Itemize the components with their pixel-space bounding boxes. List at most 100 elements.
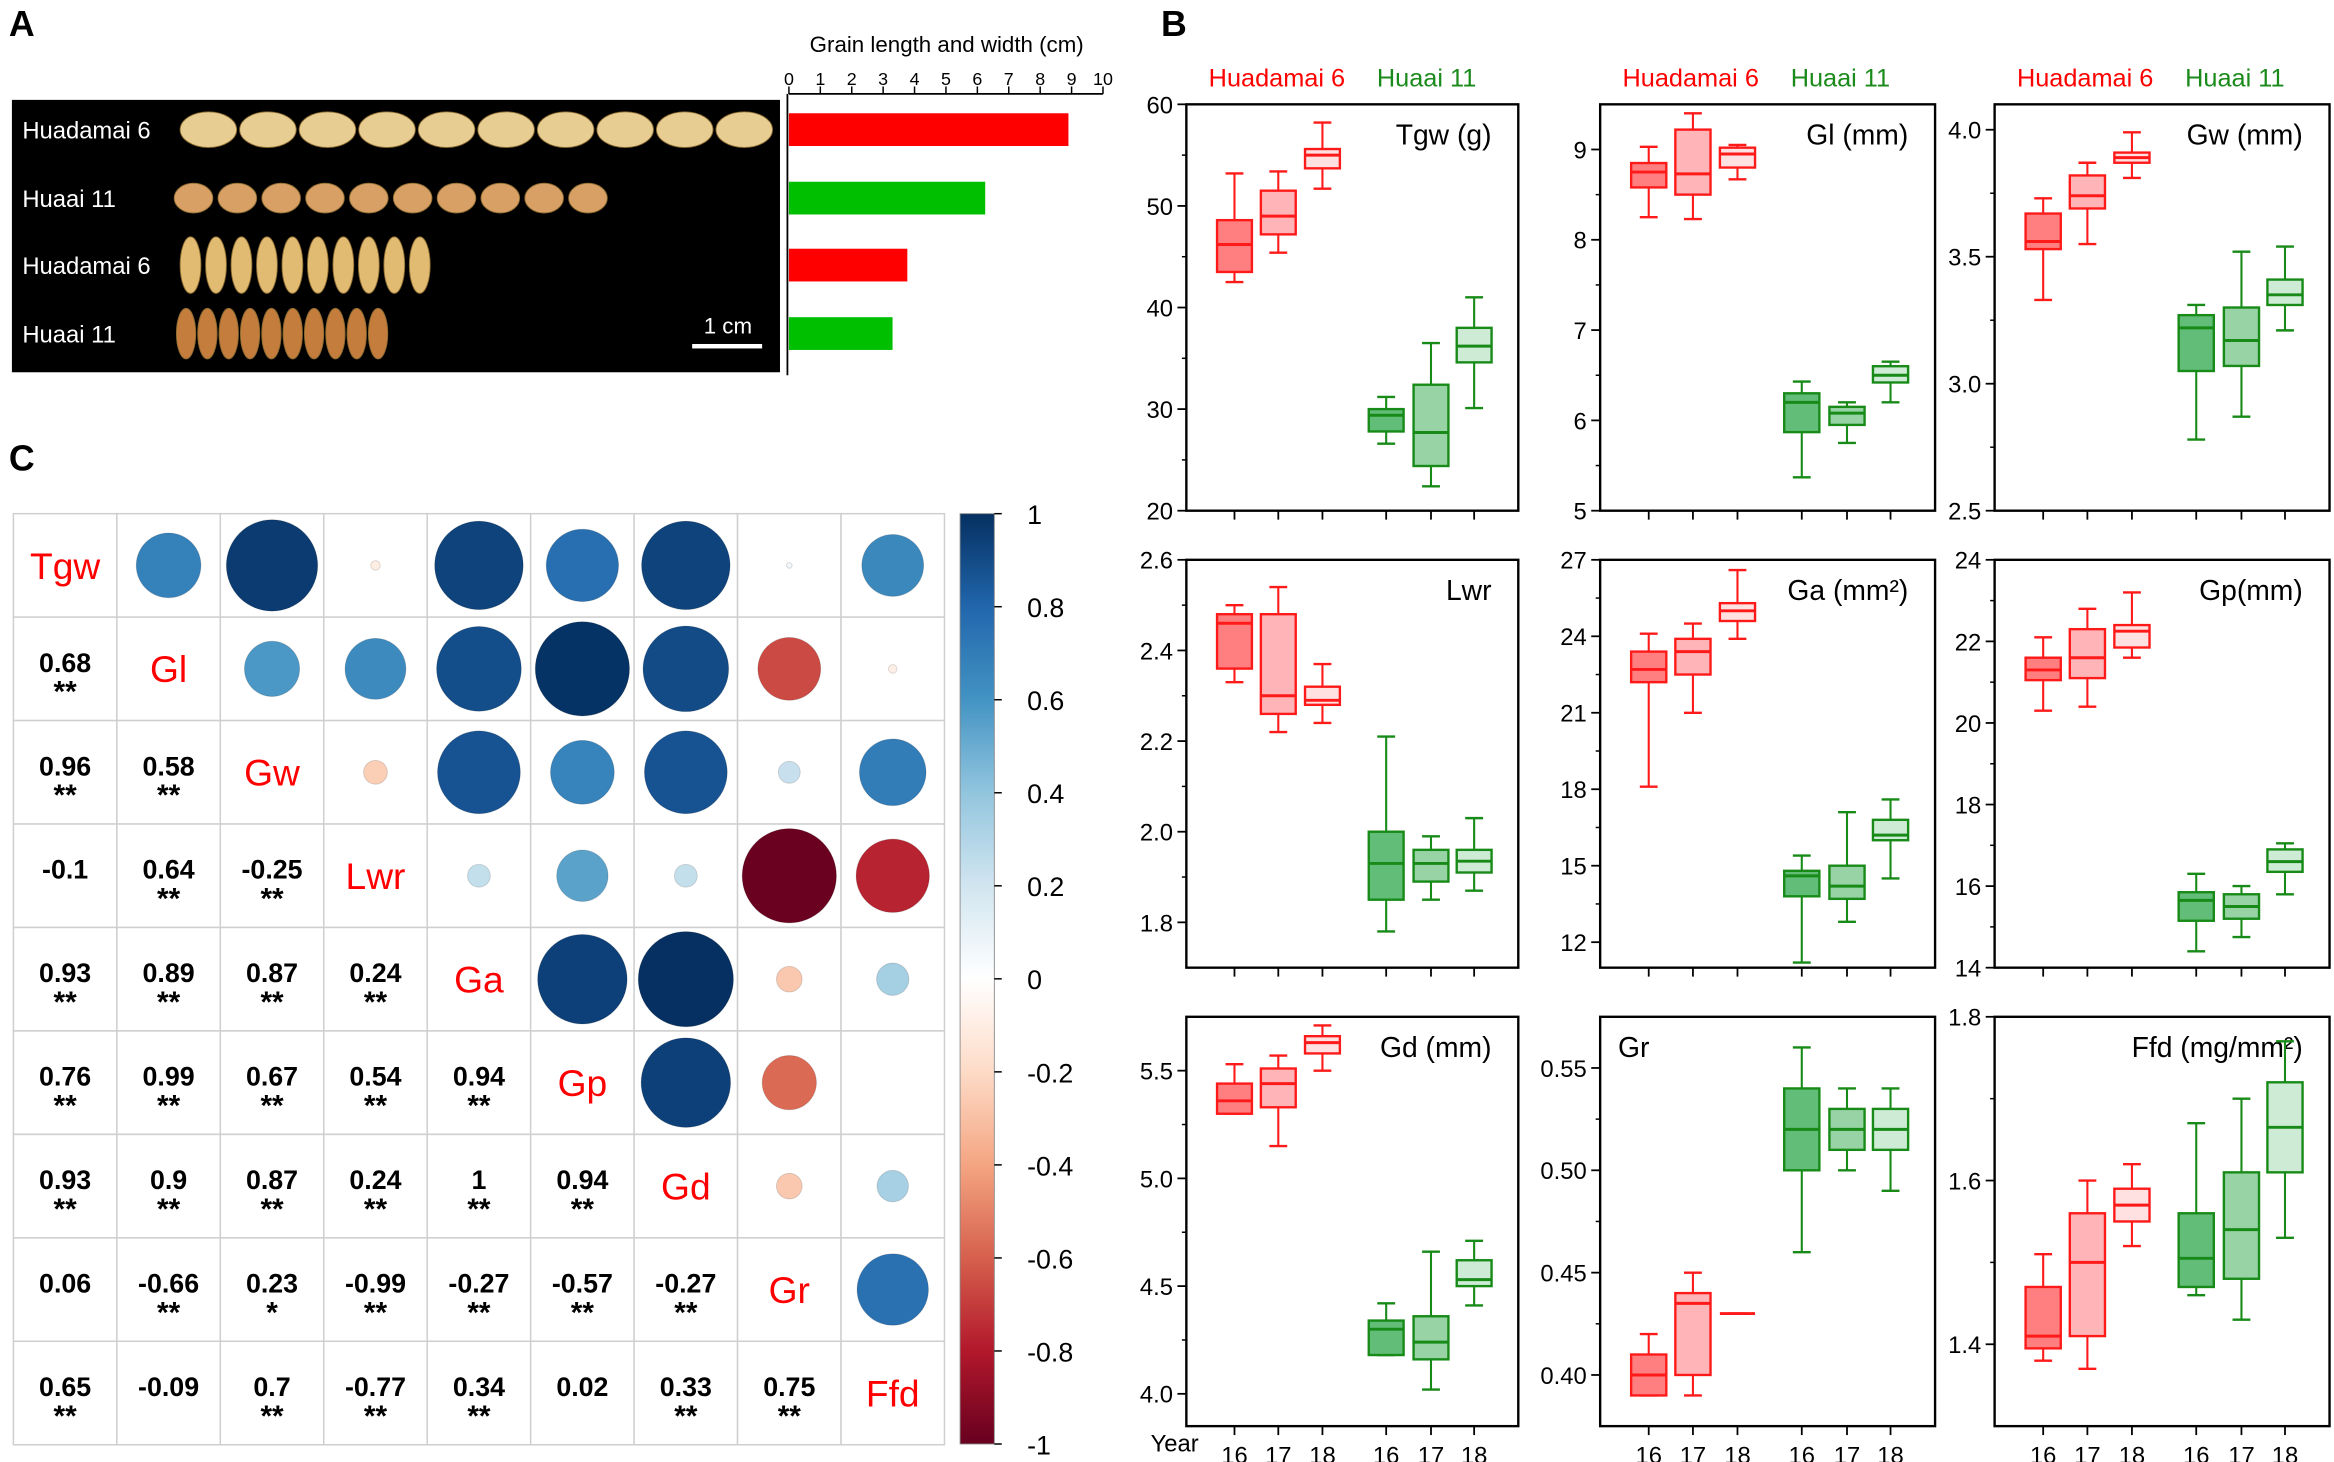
plot-title: Gp(mm) (2199, 574, 2303, 606)
correlation-value: 0.54 (349, 1062, 401, 1092)
correlation-circle (775, 1172, 803, 1200)
correlation-circle (537, 934, 628, 1025)
boxplot-panel: 1.8 2.0 2.2 2.4 2.6 Lwr (1140, 548, 1520, 977)
matrix-cell (12, 1133, 118, 1239)
correlation-circle (861, 534, 925, 597)
significance-stars: ** (778, 1400, 802, 1433)
box-huadamai-6-18 (1718, 143, 1757, 181)
correlation-circle (757, 636, 822, 701)
grain (536, 111, 595, 148)
correlation-circle (888, 664, 898, 674)
significance-stars: ** (54, 779, 78, 812)
matrix-cell (529, 1237, 635, 1343)
box-huaai-11-16 (1367, 1302, 1405, 1357)
box-huadamai-6-17 (1259, 1054, 1297, 1148)
x-tick-label: 4 (910, 69, 920, 89)
y-tick-label: 16 (1955, 874, 1981, 901)
colorbar: 1 0.8 0.6 0.4 0.2 0 -0.2 -0.4 -0.6 -0.8 -1 (959, 500, 1073, 1460)
grain (282, 307, 303, 360)
x-tick-label: 18 (2272, 1442, 2298, 1462)
variable-label: Ga (454, 959, 504, 1001)
significance-stars: ** (157, 883, 181, 916)
matrix-cell (116, 823, 222, 929)
box-huadamai-6-18 (2113, 591, 2151, 659)
bar (788, 113, 1069, 147)
matrix-cell (12, 512, 118, 618)
x-tick-label: 17 (2228, 1442, 2254, 1462)
correlation-circle (876, 1169, 909, 1203)
x-tick-label: 7 (1004, 69, 1014, 89)
y-tick-label: 1.8 (1140, 910, 1173, 937)
correlation-value: -0.99 (345, 1269, 406, 1299)
box-iqr (2113, 623, 2151, 649)
box-huaai-11-18 (2266, 245, 2304, 332)
box-huadamai-6-16 (1215, 172, 1254, 284)
box-huadamai-6-18 (1718, 568, 1757, 641)
plot-frame (1993, 1015, 2331, 1428)
grain (217, 182, 258, 214)
box-iqr (2222, 1171, 2261, 1280)
correlation-value: 0.68 (39, 648, 91, 678)
x-tick-label: 16 (1221, 1442, 1247, 1462)
correlation-value: -0.66 (138, 1269, 199, 1299)
grain (307, 236, 329, 294)
box-huadamai-6-17 (2068, 1179, 2107, 1371)
matrix-cell (633, 1340, 739, 1446)
matrix-cell (116, 1237, 222, 1343)
x-tick-label: 16 (1373, 1442, 1399, 1462)
significance-stars: ** (467, 1400, 491, 1433)
matrix-cell (633, 1237, 739, 1343)
x-tick-label: 6 (972, 69, 982, 89)
grain (596, 111, 654, 148)
panel-label-c: C (9, 439, 35, 479)
significance-stars: ** (467, 1193, 491, 1226)
box-huaai-11-16 (1367, 395, 1405, 445)
matrix-cell (116, 1340, 222, 1446)
y-tick-label: 20 (1955, 711, 1981, 738)
box-iqr (1259, 613, 1297, 716)
correlation-circle (545, 528, 619, 603)
grain (305, 182, 345, 214)
box-huadamai-6-16 (1629, 632, 1668, 788)
correlation-value: 0.24 (349, 958, 401, 988)
box-huadamai-6-17 (2068, 161, 2107, 246)
plot-title: Gd (mm) (1380, 1031, 1491, 1063)
boxplot-panel: 1.4 1.6 1.8 Ffd (mg/mm²) 16 17 18 16 17 18 (1948, 1005, 2331, 1462)
variable-label: Gd (661, 1166, 711, 1208)
y-tick-label: 1.8 (1948, 1005, 1981, 1032)
boxplot-panel: 14 16 18 20 22 24 Gp(mm) (1955, 548, 2331, 983)
significance-stars: * (266, 1296, 278, 1329)
matrix-cell (219, 1030, 325, 1136)
y-tick-label: 21 (1560, 701, 1586, 728)
x-tick-label: 17 (2074, 1442, 2100, 1462)
boxplot-panel: 0.40 0.45 0.50 0.55 Gr 16 17 18 16 17 18 (1540, 1015, 1937, 1462)
correlation-value: 0.06 (39, 1269, 91, 1299)
colorbar-tick-label: 0.4 (1027, 779, 1064, 809)
grain (261, 307, 282, 360)
x-tick-label: 18 (2119, 1442, 2145, 1462)
box-iqr (1303, 147, 1342, 170)
significance-stars: ** (674, 1296, 698, 1329)
box-huaai-11-18 (2266, 1040, 2304, 1240)
y-tick-label: 0.40 (1540, 1363, 1586, 1390)
matrix-cell (323, 1133, 428, 1239)
grain (332, 236, 355, 294)
y-tick-label: 5.5 (1140, 1059, 1173, 1086)
significance-stars: ** (364, 1400, 388, 1433)
y-tick-label: 3.5 (1948, 245, 1981, 272)
significance-stars: ** (54, 1400, 78, 1433)
box-iqr (1367, 1319, 1405, 1357)
y-tick-label: 9 (1574, 137, 1587, 164)
correlation-value: 0.9 (150, 1165, 187, 1195)
correlation-circle (243, 640, 301, 697)
box-huaai-11-17 (2222, 250, 2261, 418)
boxplot-panel: 20 30 40 50 60 Tgw (g) (1146, 92, 1520, 526)
x-tick-label: 1 (815, 69, 825, 89)
significance-stars: ** (467, 1296, 491, 1329)
x-tick-label: 18 (1724, 1442, 1750, 1462)
y-tick-label: 3.0 (1948, 372, 1981, 399)
y-tick-label: 4.0 (1948, 118, 1981, 145)
box-huaai-11-16 (1367, 735, 1405, 933)
matrix-cell (426, 1340, 532, 1446)
